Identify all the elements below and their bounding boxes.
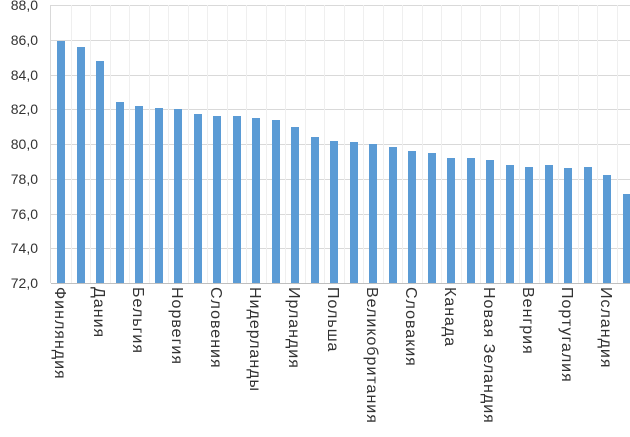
bar bbox=[291, 126, 299, 283]
y-axis: 88,0 86,0 84,0 82,0 80,0 78,0 76,0 74,0 72,0 bbox=[0, 0, 44, 300]
v-gridline bbox=[558, 5, 559, 283]
v-gridline bbox=[597, 5, 598, 283]
h-gridline bbox=[51, 178, 630, 180]
y-tick-label: 80,0 bbox=[10, 136, 38, 152]
v-gridline bbox=[538, 5, 540, 283]
x-category-label: Ирландия bbox=[285, 287, 302, 369]
v-gridline bbox=[382, 5, 384, 283]
bar bbox=[330, 140, 338, 283]
x-category-label: Дания bbox=[90, 287, 107, 339]
v-gridline bbox=[499, 5, 501, 283]
v-gridline bbox=[402, 5, 403, 283]
x-category-label: Норвегия bbox=[168, 287, 185, 366]
x-category-label: Нидерланды bbox=[246, 287, 263, 392]
v-gridline bbox=[480, 5, 481, 283]
h-gridline bbox=[51, 144, 630, 145]
v-gridline bbox=[441, 5, 442, 283]
h-gridline bbox=[51, 248, 630, 250]
bar bbox=[96, 60, 104, 283]
x-category-label: Новая Зеландия bbox=[480, 287, 497, 424]
v-gridline bbox=[363, 5, 364, 283]
y-tick-label: 78,0 bbox=[10, 170, 38, 187]
y-tick-label: 72,0 bbox=[10, 275, 38, 291]
bar bbox=[466, 157, 475, 283]
bar bbox=[174, 109, 182, 283]
x-category-label: Словакия bbox=[402, 287, 419, 367]
v-gridline bbox=[285, 5, 286, 283]
bar bbox=[232, 116, 241, 283]
bar bbox=[193, 114, 202, 283]
x-axis-line bbox=[51, 283, 630, 284]
v-gridline bbox=[207, 5, 208, 283]
x-category-label: Венгрия bbox=[519, 287, 536, 355]
v-gridline bbox=[90, 5, 91, 283]
v-gridline bbox=[265, 5, 267, 283]
bar bbox=[486, 159, 494, 283]
v-gridline bbox=[129, 5, 130, 283]
x-category-label: Исландия bbox=[597, 287, 614, 369]
v-gridline bbox=[168, 5, 169, 283]
y-tick-label: 88,0 bbox=[10, 0, 38, 13]
y-tick-label: 74,0 bbox=[10, 240, 38, 257]
plot-area bbox=[50, 5, 630, 284]
bar bbox=[213, 116, 221, 283]
h-gridline bbox=[51, 213, 630, 215]
v-gridline bbox=[226, 5, 228, 283]
x-category-label: Канада bbox=[441, 287, 458, 348]
bar bbox=[564, 168, 572, 283]
bar bbox=[349, 142, 358, 283]
h-gridline bbox=[51, 74, 630, 76]
x-axis: Финляндия Дания Бельгия Норвегия Словения Нид… bbox=[0, 287, 630, 437]
bar bbox=[369, 144, 377, 283]
bar bbox=[525, 166, 533, 283]
h-gridline bbox=[51, 39, 630, 41]
bar bbox=[622, 194, 630, 283]
bar bbox=[408, 150, 416, 283]
bar bbox=[505, 164, 514, 283]
bar bbox=[76, 46, 85, 283]
v-gridline bbox=[324, 5, 325, 283]
bar bbox=[544, 164, 553, 283]
x-category-label: Бельгия bbox=[129, 287, 146, 354]
v-gridline bbox=[109, 5, 111, 283]
y-tick-label: 76,0 bbox=[10, 205, 38, 222]
bar bbox=[603, 175, 611, 283]
v-gridline bbox=[577, 5, 579, 283]
v-gridline bbox=[246, 5, 247, 283]
x-category-label: Финляндия bbox=[51, 287, 68, 380]
bar bbox=[583, 166, 592, 283]
y-tick-label: 86,0 bbox=[10, 31, 38, 48]
h-gridline bbox=[51, 109, 630, 111]
h-gridline bbox=[51, 5, 630, 6]
v-gridline bbox=[343, 5, 345, 283]
v-gridline bbox=[148, 5, 150, 283]
x-category-label: Словения bbox=[207, 287, 224, 369]
bar bbox=[154, 107, 163, 283]
bar bbox=[271, 119, 280, 283]
v-gridline bbox=[421, 5, 423, 283]
v-gridline bbox=[304, 5, 306, 283]
v-gridline bbox=[460, 5, 462, 283]
bar bbox=[447, 157, 455, 283]
bar bbox=[427, 152, 436, 283]
x-category-label: Португалия bbox=[558, 287, 575, 383]
v-gridline bbox=[519, 5, 520, 283]
bar bbox=[310, 137, 319, 283]
x-category-label: Польша bbox=[324, 287, 341, 353]
bar bbox=[115, 102, 124, 283]
v-gridline bbox=[70, 5, 72, 283]
x-category-label: Великобритания bbox=[363, 287, 380, 424]
v-gridline bbox=[616, 5, 618, 283]
y-tick-label: 84,0 bbox=[10, 66, 38, 83]
y-tick-label: 82,0 bbox=[10, 101, 38, 118]
bar bbox=[252, 117, 260, 283]
v-gridline bbox=[187, 5, 189, 283]
bar bbox=[135, 105, 143, 283]
bar bbox=[57, 41, 65, 283]
bar bbox=[388, 147, 397, 283]
